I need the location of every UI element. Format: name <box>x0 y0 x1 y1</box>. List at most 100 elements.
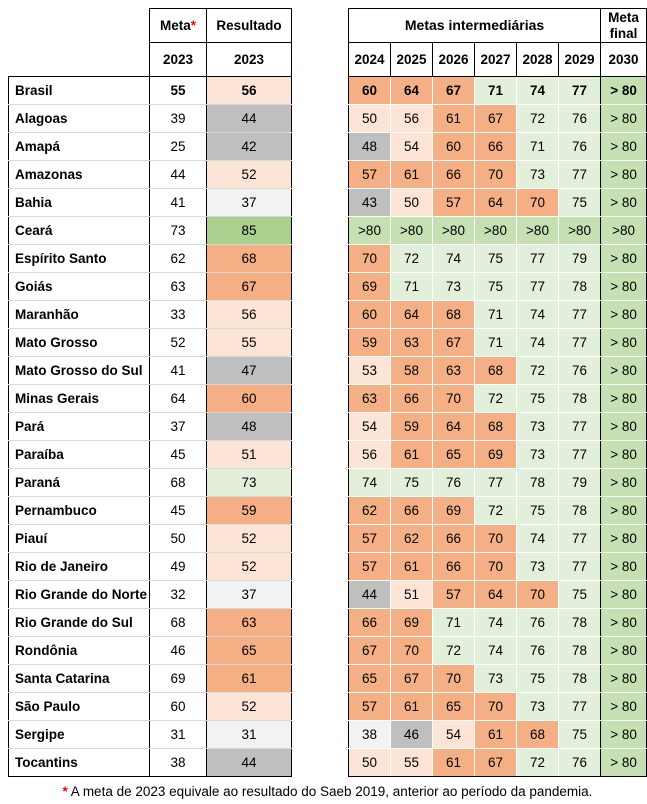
meta-2027-cell: 74 <box>474 636 517 665</box>
meta-2026-cell: 70 <box>432 384 475 413</box>
metas-intermediarias-header: Metas intermediárias <box>347 8 602 43</box>
resultado-2023-cell: 60 <box>206 384 292 413</box>
state-name: Pará <box>8 412 150 441</box>
meta-2026-cell: 67 <box>432 328 475 357</box>
state-row-right: 48 54 60 66 71 76 > 80 <box>348 132 647 161</box>
resultado-2023-cell: 37 <box>206 580 292 609</box>
meta-2023-cell: 73 <box>149 216 207 245</box>
targets-table-body: 60 64 67 71 74 77 > 80 50 56 61 67 72 76 > 80 48 54 60 66… <box>348 76 647 777</box>
meta-final-cell: > 80 <box>600 188 647 217</box>
state-row-right: 54 59 64 68 73 77 > 80 <box>348 412 647 441</box>
state-row-right: 57 61 65 70 73 77 > 80 <box>348 692 647 721</box>
meta-2026-cell: 64 <box>432 412 475 441</box>
state-row-right: 56 61 65 69 73 77 > 80 <box>348 440 647 469</box>
meta-header-label: Meta <box>159 18 191 33</box>
meta-2024-cell: 50 <box>348 104 391 133</box>
meta-2028-cell: 76 <box>516 636 559 665</box>
meta-final-cell: > 80 <box>600 356 647 385</box>
resultado-2023-cell: 61 <box>206 664 292 693</box>
state-name: Brasil <box>8 76 150 105</box>
meta-2027-cell: 67 <box>474 104 517 133</box>
state-name: Espírito Santo <box>8 244 150 273</box>
state-row-right: 62 66 69 72 75 78 > 80 <box>348 496 647 525</box>
meta-2024-cell: 60 <box>348 76 391 105</box>
meta-final-cell: > 80 <box>600 524 647 553</box>
meta-2029-cell: 76 <box>557 132 602 161</box>
meta-2027-cell: 74 <box>474 608 517 637</box>
state-row-right: 67 70 72 74 76 78 > 80 <box>348 636 647 665</box>
meta-2026-cell: 66 <box>432 524 475 553</box>
meta-2023-cell: 33 <box>149 300 207 329</box>
meta-2023-cell: 39 <box>149 104 207 133</box>
state-row-right: 60 64 68 71 74 77 > 80 <box>348 300 647 329</box>
meta-2024-cell: 43 <box>348 188 391 217</box>
meta-2027-cell: 64 <box>474 188 517 217</box>
state-row-left: Rio de Janeiro 49 52 <box>8 552 292 581</box>
meta-2028-cell: >80 <box>516 216 559 245</box>
meta-2028-cell: 77 <box>516 272 559 301</box>
meta-2024-cell: 57 <box>348 692 391 721</box>
state-name: Mato Grosso <box>8 328 150 357</box>
meta-2027-cell: 75 <box>474 272 517 301</box>
meta-2023-cell: 38 <box>149 748 207 777</box>
state-row-left: Rondônia 46 65 <box>8 636 292 665</box>
state-row-right: >80 >80 >80 >80 >80 >80 >80 <box>348 216 647 245</box>
meta-2028-cell: 78 <box>516 468 559 497</box>
meta-2023-cell: 52 <box>149 328 207 357</box>
meta-2028-cell: 75 <box>516 384 559 413</box>
meta-2023-cell: 46 <box>149 636 207 665</box>
meta-2027-cell: 72 <box>474 496 517 525</box>
meta-final-cell: > 80 <box>600 76 647 105</box>
meta-2023-cell: 50 <box>149 524 207 553</box>
meta-2023-cell: 32 <box>149 580 207 609</box>
meta-2028-cell: 74 <box>516 76 559 105</box>
state-name: Paraná <box>8 468 150 497</box>
state-name: Santa Catarina <box>8 664 150 693</box>
meta-2025-cell: 61 <box>390 552 433 581</box>
meta-2025-cell: 72 <box>390 244 433 273</box>
state-row-right: 43 50 57 64 70 75 > 80 <box>348 188 647 217</box>
meta-2026-cell: 54 <box>432 720 475 749</box>
meta-2027-cell: 69 <box>474 440 517 469</box>
state-row-right: 50 55 61 67 72 76 > 80 <box>348 748 647 777</box>
state-row-right: 38 46 54 61 68 75 > 80 <box>348 720 647 749</box>
corner-empty-cell <box>8 8 150 77</box>
meta-2023-cell: 64 <box>149 384 207 413</box>
meta-2026-cell: 63 <box>432 356 475 385</box>
state-row-left: Mato Grosso do Sul 41 47 <box>8 356 292 385</box>
meta-2025-cell: 50 <box>390 188 433 217</box>
meta-2025-cell: 69 <box>390 608 433 637</box>
meta-2026-cell: 66 <box>432 552 475 581</box>
meta-final-cell: > 80 <box>600 104 647 133</box>
meta-2029-cell: 77 <box>557 300 602 329</box>
meta-2026-cell: 69 <box>432 496 475 525</box>
meta-2025-cell: 66 <box>390 384 433 413</box>
meta-2023-cell: 68 <box>149 468 207 497</box>
meta-2028-cell: 77 <box>516 244 559 273</box>
meta-2024-cell: 44 <box>348 580 391 609</box>
meta-2029-cell: 76 <box>557 748 602 777</box>
state-name: Goiás <box>8 272 150 301</box>
meta-header-asterisk: * <box>190 18 197 33</box>
state-row-right: 70 72 74 75 77 79 > 80 <box>348 244 647 273</box>
meta-2028-cell: 70 <box>516 188 559 217</box>
meta-2028-cell: 73 <box>516 440 559 469</box>
footnote: * A meta de 2023 equivale ao resultado d… <box>8 784 647 799</box>
meta-2025-cell: 56 <box>390 104 433 133</box>
meta-2027-cell: 61 <box>474 720 517 749</box>
state-row-left: Rio Grande do Norte 32 37 <box>8 580 292 609</box>
resultado-2023-cell: 48 <box>206 412 292 441</box>
resultado-2023-cell: 52 <box>206 692 292 721</box>
state-row-left: Pará 37 48 <box>8 412 292 441</box>
state-name: Tocantins <box>8 748 150 777</box>
state-name: Sergipe <box>8 720 150 749</box>
meta-2028-cell: 72 <box>516 104 559 133</box>
state-row-right: 69 71 73 75 77 78 > 80 <box>348 272 647 301</box>
meta-2023-cell: 69 <box>149 664 207 693</box>
meta-2026-cell: 60 <box>432 132 475 161</box>
resultado-2023-cell: 37 <box>206 188 292 217</box>
meta-final-cell: > 80 <box>600 636 647 665</box>
state-name: Rio Grande do Norte <box>8 580 150 609</box>
meta-2027-cell: 71 <box>474 300 517 329</box>
state-row-left: Mato Grosso 52 55 <box>8 328 292 357</box>
